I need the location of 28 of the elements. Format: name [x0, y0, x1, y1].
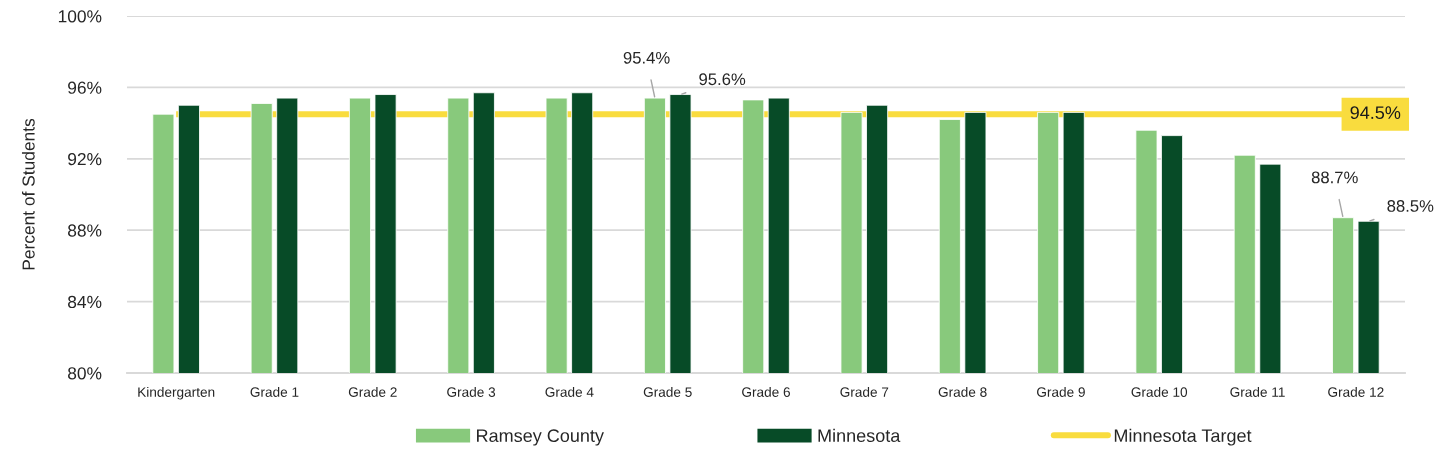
x-tick-label: Grade 10 — [1131, 386, 1188, 397]
data-label: 88.7% — [1311, 171, 1358, 184]
data-label: 95.6% — [699, 73, 746, 86]
legend-label: Minnesota Target — [1114, 428, 1252, 446]
data-label: 88.5% — [1387, 200, 1434, 212]
y-tick-label: 88% — [68, 224, 102, 237]
x-tick-label: Grade 2 — [348, 386, 397, 397]
y-tick-label: 84% — [68, 295, 102, 309]
x-tick-label: Grade 8 — [938, 386, 987, 397]
legend-label: Minnesota — [818, 428, 901, 443]
y-tick-label: 92% — [68, 152, 102, 166]
x-tick-label: Kindergarten — [138, 386, 215, 400]
x-tick-label: Grade 1 — [250, 386, 299, 397]
x-tick-label: Grade 4 — [545, 386, 594, 397]
y-axis-title: Percent of Students — [21, 118, 35, 270]
x-tick-label: Grade 12 — [1328, 386, 1384, 397]
x-tick-label: Grade 11 — [1230, 386, 1285, 397]
y-tick-label: 80% — [68, 367, 102, 380]
x-tick-label: Grade 6 — [742, 386, 790, 397]
legend-label: Ramsey County — [477, 429, 604, 446]
y-tick-label: 100% — [58, 10, 102, 23]
data-label: 95.4% — [623, 51, 670, 64]
x-tick-label: Grade 9 — [1037, 386, 1085, 397]
data-label: 94.5% — [1350, 106, 1401, 120]
x-tick-label: Grade 7 — [840, 386, 889, 397]
x-tick-label: Grade 5 — [643, 386, 692, 397]
x-tick-label: Grade 3 — [447, 386, 496, 397]
y-tick-label: 96% — [68, 81, 102, 94]
